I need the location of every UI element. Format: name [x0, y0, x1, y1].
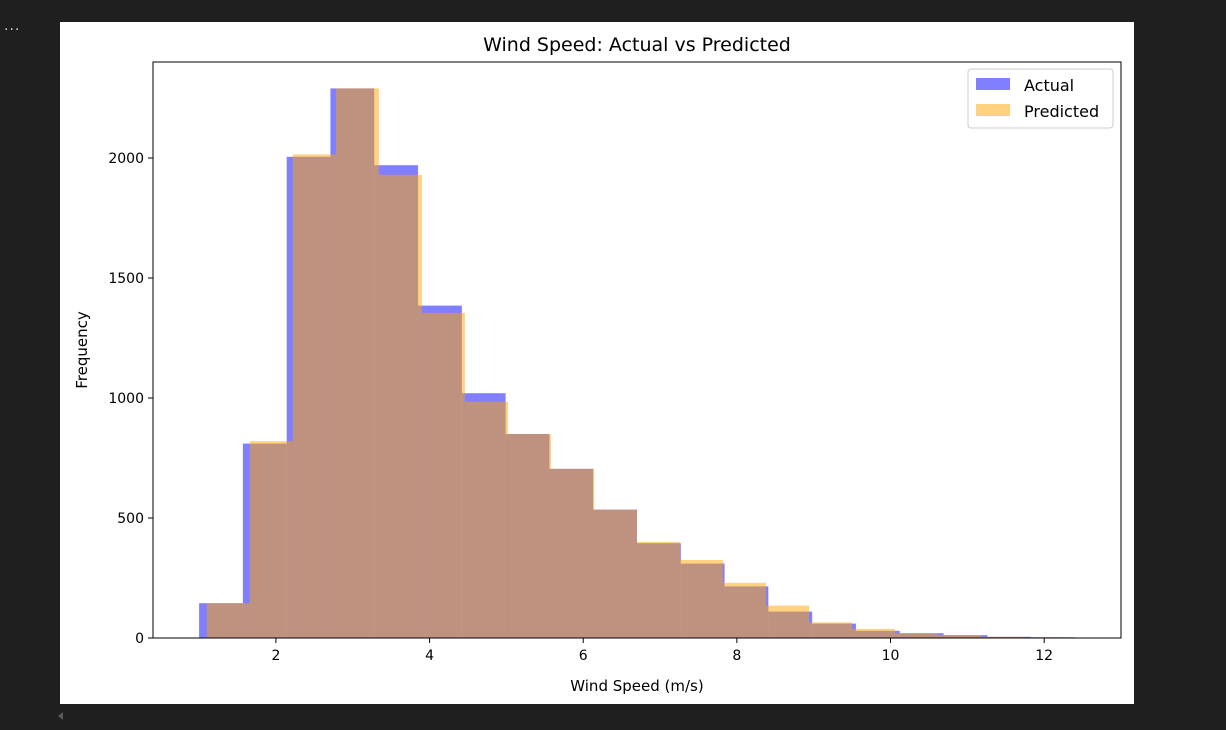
- bar-predicted-12: [723, 582, 767, 638]
- bar-predicted-18: [981, 636, 1025, 638]
- y-tick-label-500: 500: [117, 511, 144, 527]
- chart-title: Wind Speed: Actual vs Predicted: [483, 34, 791, 56]
- scroll-left-arrow-icon[interactable]: [58, 712, 63, 720]
- bar-predicted-0: [206, 603, 250, 638]
- x-tick-label-8: 8: [732, 648, 741, 664]
- legend-swatch-actual: [976, 78, 1010, 90]
- y-tick-label-1500: 1500: [108, 271, 144, 287]
- bar-predicted-2: [292, 154, 336, 638]
- bar-predicted-4: [378, 174, 422, 639]
- bar-predicted-16: [895, 633, 939, 638]
- x-axis-label: Wind Speed (m/s): [570, 677, 703, 695]
- bar-predicted-11: [680, 560, 724, 638]
- y-axis-label: Frequency: [73, 311, 91, 389]
- bar-predicted-15: [852, 628, 896, 638]
- bar-predicted-3: [335, 88, 379, 638]
- x-tick-label-10: 10: [882, 648, 900, 664]
- y-tick-label-1000: 1000: [108, 391, 144, 407]
- legend: Actual Predicted: [967, 68, 1114, 129]
- bar-predicted-8: [550, 468, 594, 638]
- plot-area-frame: [152, 61, 1122, 639]
- bar-predicted-6: [464, 401, 508, 638]
- legend-label-actual: Actual: [1024, 76, 1074, 95]
- x-tick-label-12: 12: [1035, 648, 1053, 664]
- bar-predicted-14: [809, 622, 853, 638]
- legend-swatch-predicted: [976, 104, 1010, 116]
- chart-output: Wind Speed: Actual vs Predicted 2 4 6 8 10 12…: [60, 22, 1134, 704]
- y-tick-label-2000: 2000: [108, 151, 144, 167]
- bar-predicted-7: [507, 434, 551, 638]
- y-tick-label-0: 0: [135, 631, 144, 647]
- bar-predicted-5: [421, 312, 465, 638]
- x-tick-label-4: 4: [425, 648, 434, 664]
- x-tick-label-6: 6: [579, 648, 588, 664]
- y-axis-ticks: 0 500 1000 1500 2000: [108, 151, 153, 647]
- bar-predicted-17: [938, 635, 982, 638]
- legend-label-predicted: Predicted: [1024, 102, 1099, 121]
- bar-predicted-10: [637, 542, 681, 638]
- x-tick-label-2: 2: [271, 648, 280, 664]
- bar-predicted-9: [593, 509, 637, 638]
- x-axis-ticks: 2 4 6 8 10 12: [271, 638, 1053, 664]
- histogram-chart: Wind Speed: Actual vs Predicted 2 4 6 8 10 12…: [73, 34, 1122, 695]
- bars-layer: [199, 88, 1075, 639]
- bar-predicted-1: [249, 441, 293, 638]
- bar-predicted-13: [766, 605, 810, 638]
- cell-collapse-ellipsis[interactable]: ...: [4, 18, 21, 34]
